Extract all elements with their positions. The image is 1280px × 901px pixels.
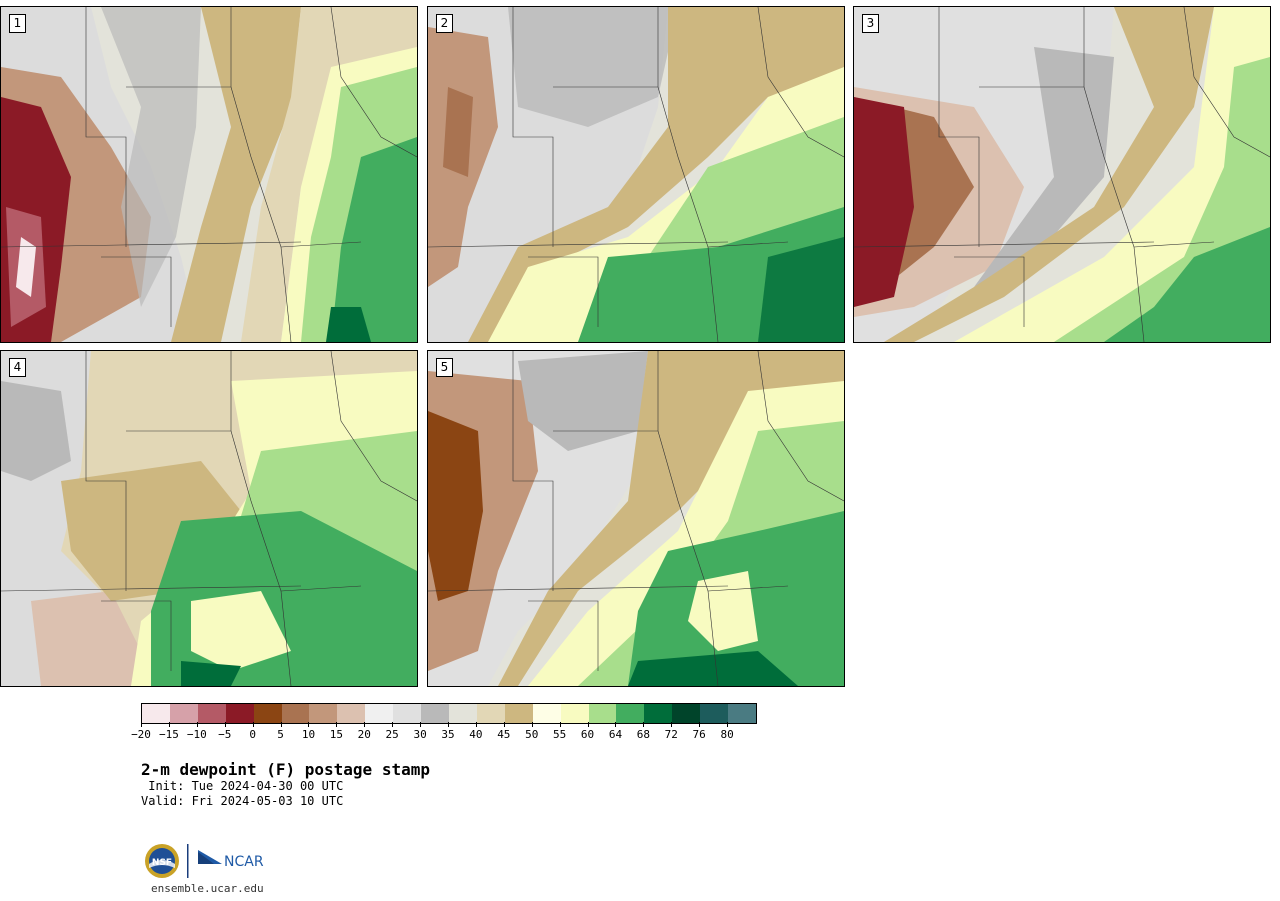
- tick-mark: [308, 722, 310, 727]
- colorbar-tick-label: 0: [249, 728, 256, 741]
- colorbar-tick-label: 76: [692, 728, 706, 741]
- colorbar-tick-label: 60: [580, 728, 595, 741]
- tick-mark: [392, 722, 394, 727]
- colorbar-swatch: [309, 704, 338, 723]
- init-time: Init: Tue 2024-04-30 00 UTC: [141, 779, 344, 793]
- tick-mark: [615, 722, 617, 727]
- colorbar-swatch: [197, 704, 226, 723]
- colorbar-swatch: [253, 704, 282, 723]
- colorbar-swatch: [476, 704, 505, 723]
- colorbar-tick-label: 40: [469, 728, 483, 741]
- colorbar-tick-label: 64: [608, 728, 623, 741]
- tick-mark: [643, 722, 645, 727]
- colorbar-tick-label: 45: [497, 728, 511, 741]
- colorbar-swatch: [504, 704, 533, 723]
- colorbar-tick-label: 55: [553, 728, 567, 741]
- colorbar-ticks: −20 −15 −10 −5 0 5 10 15 20 25 30 35 40 45 50 55 60 64 68 7…: [131, 722, 757, 752]
- valid-time: Valid: Fri 2024-05-03 10 UTC: [141, 794, 344, 808]
- map-panel-4: 4: [0, 350, 418, 687]
- tick-mark: [196, 722, 198, 727]
- tick-mark: [224, 722, 226, 727]
- colorbar-tick-label: 20: [357, 728, 371, 741]
- panel-label: 4: [9, 358, 26, 377]
- dewpoint-map-5: [428, 351, 844, 686]
- website-url: ensemble.ucar.edu: [151, 882, 264, 895]
- colorbar-swatch: [225, 704, 254, 723]
- colorbar-tick-label: 80: [720, 728, 734, 741]
- colorbar-tick-label: −15: [158, 728, 179, 741]
- tick-mark: [699, 722, 701, 727]
- ncar-text: NCAR: [224, 854, 264, 870]
- tick-mark: [475, 722, 477, 727]
- colorbar-tick-label: −10: [186, 728, 207, 741]
- tick-mark: [559, 722, 561, 727]
- colorbar-swatch: [169, 704, 198, 723]
- panel-label: 3: [862, 14, 879, 33]
- colorbar-swatch: [337, 704, 366, 723]
- tick-mark: [503, 722, 505, 727]
- dewpoint-map-1: [1, 7, 417, 342]
- map-panel-2: 2: [427, 6, 845, 343]
- colorbar-tick-label: 35: [441, 728, 455, 741]
- colorbar-swatch: [393, 704, 422, 723]
- nsf-ncar-logo: NSF NCAR: [145, 844, 264, 878]
- nsf-seal-icon: NSF: [145, 844, 179, 878]
- tick-mark: [531, 722, 533, 727]
- colorbar-swatch: [700, 704, 729, 723]
- tick-mark: [280, 722, 282, 727]
- panel-label: 1: [9, 14, 26, 33]
- tick-mark: [168, 722, 170, 727]
- ncar-mark-icon: NCAR: [198, 850, 264, 870]
- colorbar-swatch: [672, 704, 701, 723]
- panel-label: 5: [436, 358, 453, 377]
- colorbar-tick-label: −5: [218, 728, 232, 741]
- colorbar-swatch: [142, 704, 170, 723]
- panel-label: 2: [436, 14, 453, 33]
- map-panel-1: 1: [0, 6, 418, 343]
- map-panel-3: 3: [853, 6, 1271, 343]
- colorbar-swatch: [588, 704, 617, 723]
- dewpoint-map-2: [428, 7, 844, 342]
- tick-mark: [141, 722, 142, 727]
- tick-mark: [336, 722, 338, 727]
- colorbar-tick-label: 15: [329, 728, 343, 741]
- colorbar-swatch: [644, 704, 673, 723]
- dewpoint-map-4: [1, 351, 417, 686]
- tick-mark: [671, 722, 673, 727]
- colorbar-swatch: [728, 704, 756, 723]
- tick-mark: [420, 722, 422, 727]
- colorbar-swatch: [448, 704, 477, 723]
- chart-title: 2-m dewpoint (F) postage stamp: [141, 760, 430, 779]
- colorbar-swatch: [560, 704, 589, 723]
- map-panel-5: 5: [427, 350, 845, 687]
- colorbar-tick-label: 10: [301, 728, 316, 741]
- colorbar-tick-label: 68: [636, 728, 650, 741]
- colorbar-swatch: [616, 704, 645, 723]
- colorbar-tick-label: 30: [413, 728, 427, 741]
- colorbar-swatch: [365, 704, 394, 723]
- tick-mark: [252, 722, 254, 727]
- colorbar-swatch: [532, 704, 561, 723]
- dewpoint-map-3: [854, 7, 1270, 342]
- tick-mark: [448, 722, 449, 727]
- tick-mark: [727, 722, 729, 727]
- colorbar-swatch: [281, 704, 310, 723]
- colorbar-tick-label: 25: [385, 728, 399, 741]
- colorbar-tick-label: 5: [277, 728, 284, 741]
- colorbar-tick-label: −20: [131, 728, 151, 741]
- tick-mark: [587, 722, 589, 727]
- colorbar: [141, 703, 757, 724]
- tick-mark: [364, 722, 366, 727]
- colorbar-tick-label: 50: [525, 728, 539, 741]
- nsf-text: NSF: [152, 858, 172, 868]
- colorbar-tick-label: 72: [664, 728, 678, 741]
- colorbar-swatch: [421, 704, 449, 723]
